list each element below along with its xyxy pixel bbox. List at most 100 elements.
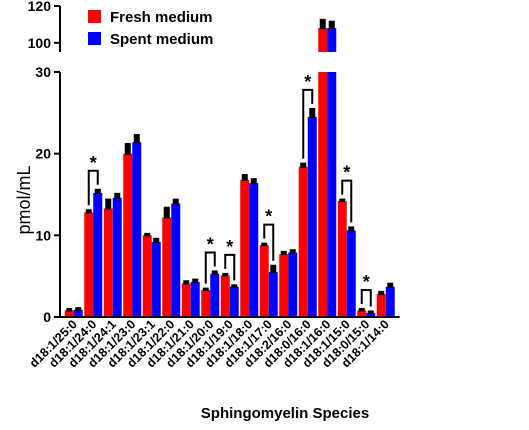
bar-spent-7 (210, 273, 220, 317)
bar-fresh-0 (64, 310, 74, 317)
bar-spent-1 (93, 192, 103, 317)
error-bar-spent-16 (387, 282, 394, 288)
error-bar-fresh-15 (358, 308, 365, 312)
significance-star: * (90, 153, 97, 173)
error-bar-fresh-8 (222, 272, 229, 277)
bar-fresh-13-lower (318, 72, 328, 317)
significance-group: * * * * * * * (87, 72, 372, 307)
bar-spent-14 (346, 230, 356, 317)
significance-star: * (363, 272, 370, 292)
error-bar-spent-7 (211, 270, 218, 275)
error-bar-fresh-14 (339, 198, 346, 203)
bar-fresh-14 (337, 201, 347, 317)
error-bar-spent-3 (133, 134, 140, 144)
significance-bracket (302, 88, 314, 159)
bar-fresh-6 (181, 283, 191, 317)
y-ticks: 0 10 20 30 100 120 (28, 0, 60, 325)
significance-star: * (304, 72, 311, 92)
bar-spent-3 (132, 142, 142, 317)
significance-star: * (207, 234, 214, 254)
bar-fresh-7 (201, 290, 211, 317)
legend-label-spent: Spent medium (110, 31, 213, 48)
significance-bracket (87, 169, 99, 206)
error-bar-fresh-3 (124, 143, 131, 155)
bar-fresh-8 (220, 275, 230, 317)
significance-bracket (341, 179, 353, 223)
significance-bracket (204, 251, 216, 284)
bar-fresh-9 (240, 179, 250, 317)
error-bar-spent-10 (270, 264, 277, 274)
error-bar-spent-0 (75, 307, 82, 311)
bar-fresh-3 (123, 153, 133, 317)
bar-spent-5 (171, 203, 181, 317)
error-bar-fresh-9 (241, 174, 248, 181)
bar-fresh-4 (142, 235, 152, 317)
significance-star: * (343, 163, 350, 183)
error-bar-fresh-7 (202, 287, 209, 292)
bar-fresh-11 (279, 254, 289, 317)
significance-star: * (226, 237, 233, 257)
significance-bracket (263, 223, 275, 261)
error-bar-spent-6 (192, 278, 199, 283)
y-axis-label: pmol/mL (14, 165, 34, 234)
bar-spent-8 (229, 286, 239, 317)
significance-star: * (265, 207, 272, 227)
error-bar-spent-15 (367, 310, 374, 314)
bar-spent-10 (268, 272, 278, 317)
y-tick-label: 10 (35, 227, 51, 243)
error-bar-fresh-13 (319, 18, 326, 30)
error-bar-fresh-5 (163, 206, 170, 219)
legend-swatch-fresh (88, 10, 101, 23)
error-bar-fresh-4 (144, 232, 151, 237)
y-tick-label: 0 (43, 309, 51, 325)
error-bar-spent-9 (250, 178, 257, 185)
legend-swatch-spent (88, 32, 101, 45)
error-bar-spent-11 (289, 249, 296, 254)
significance-bracket (360, 289, 372, 307)
axes (59, 6, 400, 318)
bar-spent-16 (385, 286, 395, 317)
bar-spent-2 (112, 197, 122, 317)
significance-bracket (224, 253, 236, 281)
error-bar-fresh-12 (300, 162, 307, 168)
error-bar-spent-12 (309, 107, 316, 118)
bar-spent-15 (366, 312, 376, 317)
y-tick-label: 100 (28, 35, 52, 51)
legend: Fresh medium Spent medium (88, 9, 213, 48)
bar-group (64, 28, 395, 318)
error-bar-spent-14 (348, 226, 355, 232)
error-bar-fresh-6 (183, 280, 190, 285)
x-category-labels: d18:1/25:0d18:1/24:0d18:1/24:1d18:1/23:0… (27, 317, 392, 370)
bar-spent-6 (190, 281, 200, 317)
x-axis-label: Sphingomyelin Species (201, 405, 369, 422)
bar-fresh-2 (103, 208, 113, 317)
error-bar-spent-13 (328, 20, 335, 30)
legend-label-fresh: Fresh medium (110, 9, 213, 26)
error-bar-fresh-2 (105, 198, 112, 210)
bar-fresh-5 (162, 217, 172, 317)
bar-spent-9 (249, 183, 259, 317)
bar-spent-13-lower (327, 72, 337, 317)
error-bar-spent-1 (94, 188, 101, 194)
bar-fresh-10 (259, 245, 269, 317)
error-bar-fresh-16 (378, 290, 385, 296)
bar-spent-11 (288, 252, 298, 317)
y-tick-label: 20 (35, 146, 51, 162)
bar-fresh-13-upper (318, 28, 328, 52)
error-bar-group (66, 18, 394, 314)
bar-spent-13-upper (327, 28, 337, 52)
error-bar-spent-8 (231, 284, 238, 288)
error-bar-fresh-10 (261, 242, 268, 247)
y-tick-label: 120 (28, 0, 52, 14)
error-bar-spent-5 (172, 198, 179, 205)
bar-fresh-16 (376, 294, 386, 317)
bar-spent-0 (73, 309, 83, 317)
y-tick-label: 30 (35, 64, 51, 80)
bar-fresh-12 (298, 166, 308, 317)
error-bar-fresh-0 (66, 308, 73, 312)
bar-spent-12 (307, 116, 317, 318)
bar-fresh-15 (357, 310, 367, 317)
bar-fresh-1 (84, 212, 94, 317)
error-bar-spent-2 (114, 192, 121, 199)
